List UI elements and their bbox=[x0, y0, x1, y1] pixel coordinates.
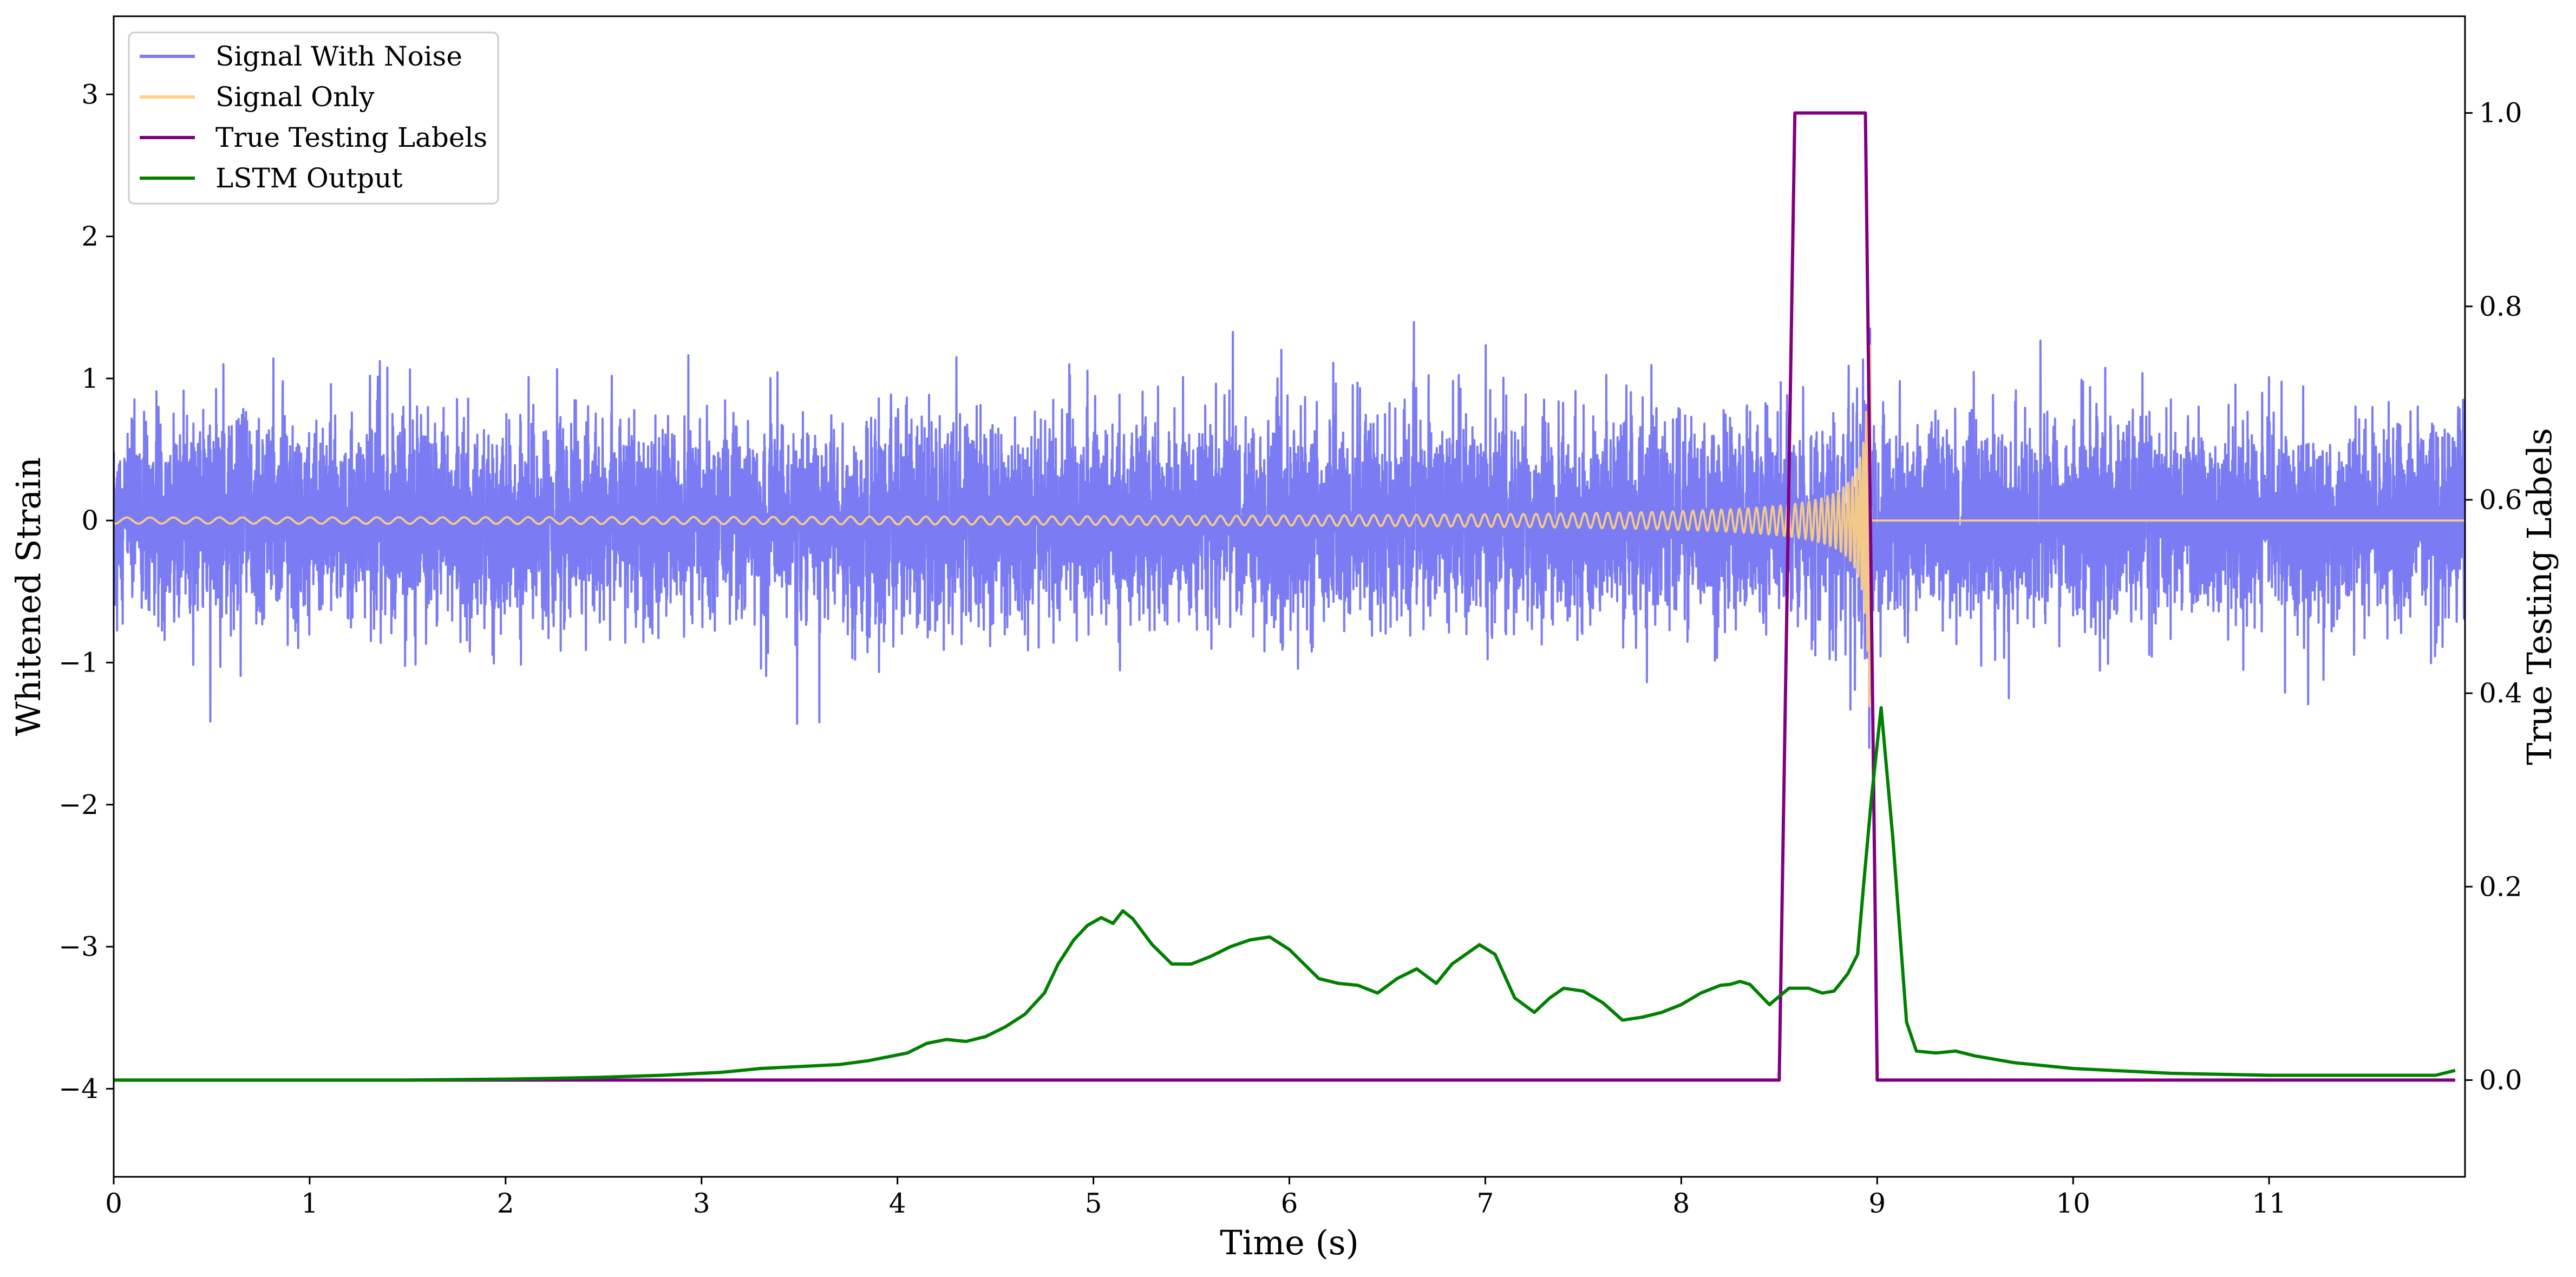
y-axis-right-title: True Testing Labels bbox=[2520, 428, 2559, 765]
series-line-signal-with-noise bbox=[114, 321, 2465, 749]
series-line-true-testing-labels bbox=[114, 111, 2455, 1082]
x-tick-label: 5 bbox=[1085, 1188, 1102, 1219]
x-tick-label: 1 bbox=[301, 1188, 318, 1219]
y-left-tick-label: −1 bbox=[58, 647, 99, 678]
y-left-tick-label: 0 bbox=[81, 505, 99, 536]
legend-label: Signal Only bbox=[215, 81, 375, 113]
legend-label: Signal With Noise bbox=[215, 41, 462, 72]
y-left-tick-label: −4 bbox=[58, 1073, 99, 1104]
y-right-tick-label: 1.0 bbox=[2479, 97, 2522, 129]
y-right-tick-label: 0.8 bbox=[2479, 291, 2522, 322]
y-left-tick-label: 1 bbox=[81, 363, 99, 394]
legend: Signal With Noise Signal Only True Testing… bbox=[128, 31, 499, 205]
x-axis: 0 1 2 3 4 5 6 7 8 9 10 11 bbox=[105, 1177, 2286, 1219]
y-left-tick-label: −2 bbox=[58, 789, 99, 820]
y-axis-left: −4 −3 −2 −1 0 1 2 3 bbox=[58, 79, 114, 1104]
y-right-tick-label: 0.4 bbox=[2479, 677, 2522, 709]
x-tick-label: 9 bbox=[1868, 1188, 1886, 1219]
x-tick-label: 6 bbox=[1281, 1188, 1298, 1219]
x-tick-label: 8 bbox=[1672, 1188, 1690, 1219]
y-right-tick-label: 0.0 bbox=[2479, 1064, 2522, 1096]
y-axis-right: 0.0 0.2 0.4 0.6 0.8 1.0 bbox=[2465, 97, 2522, 1096]
x-tick-label: 7 bbox=[1477, 1188, 1494, 1219]
y-right-tick-label: 0.2 bbox=[2479, 871, 2522, 902]
y-right-tick-label: 0.6 bbox=[2479, 484, 2522, 516]
series-layer bbox=[114, 111, 2465, 1082]
legend-box bbox=[128, 31, 499, 205]
y-left-tick-label: −3 bbox=[58, 931, 99, 962]
x-tick-label: 2 bbox=[497, 1188, 514, 1219]
x-tick-label: 11 bbox=[2252, 1188, 2286, 1219]
x-tick-label: 3 bbox=[693, 1188, 710, 1219]
x-tick-label: 4 bbox=[889, 1188, 906, 1219]
x-axis-title: Time (s) bbox=[1220, 1223, 1359, 1262]
x-tick-label: 0 bbox=[105, 1188, 122, 1219]
legend-label: True Testing Labels bbox=[215, 122, 487, 153]
series-line-lstm-output bbox=[114, 706, 2456, 1082]
x-tick-label: 10 bbox=[2056, 1188, 2090, 1219]
y-left-tick-label: 2 bbox=[81, 221, 99, 252]
y-left-tick-label: 3 bbox=[81, 79, 99, 110]
legend-label: LSTM Output bbox=[215, 162, 402, 194]
series-line-signal-only bbox=[114, 344, 2465, 708]
y-axis-left-title: Whitened Strain bbox=[9, 457, 48, 736]
